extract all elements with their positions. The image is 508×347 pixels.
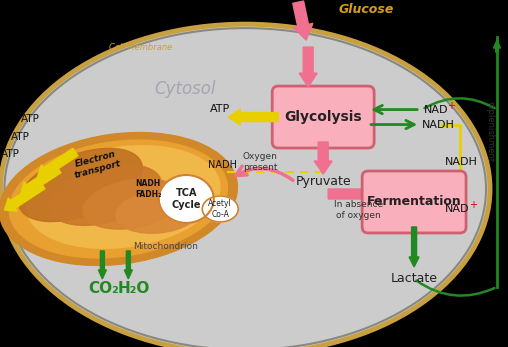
FancyArrow shape xyxy=(228,109,278,125)
Text: +: + xyxy=(447,101,455,111)
Text: NAD: NAD xyxy=(424,104,449,115)
Ellipse shape xyxy=(18,149,142,222)
FancyArrow shape xyxy=(328,185,398,203)
Text: ATP: ATP xyxy=(210,104,231,114)
Ellipse shape xyxy=(116,191,201,233)
FancyArrow shape xyxy=(314,142,332,174)
FancyArrowPatch shape xyxy=(425,98,495,108)
Ellipse shape xyxy=(202,196,238,222)
Text: NAD: NAD xyxy=(445,204,469,214)
Ellipse shape xyxy=(1,24,490,347)
FancyArrow shape xyxy=(38,148,78,178)
Text: NADH: NADH xyxy=(422,120,455,129)
Text: CO₂: CO₂ xyxy=(88,281,119,296)
FancyArrow shape xyxy=(299,47,317,87)
Ellipse shape xyxy=(0,133,237,265)
FancyArrow shape xyxy=(493,40,500,52)
FancyArrowPatch shape xyxy=(236,166,293,180)
Text: Cell Membrane: Cell Membrane xyxy=(109,43,172,52)
Text: NADH
FADH₂: NADH FADH₂ xyxy=(135,179,162,199)
FancyArrow shape xyxy=(432,206,442,212)
FancyArrowPatch shape xyxy=(417,280,494,296)
Text: Pyruvate: Pyruvate xyxy=(295,176,351,188)
Text: Electron
transport: Electron transport xyxy=(71,149,122,180)
Text: ATP: ATP xyxy=(11,132,30,142)
Text: ATP: ATP xyxy=(21,114,40,124)
Text: Glucose: Glucose xyxy=(338,3,394,16)
FancyBboxPatch shape xyxy=(362,171,466,233)
Text: H₂O: H₂O xyxy=(117,281,149,296)
Ellipse shape xyxy=(26,146,220,248)
Text: NADH: NADH xyxy=(445,157,478,167)
Text: ATP: ATP xyxy=(1,149,20,159)
Text: TCA
Cycle: TCA Cycle xyxy=(172,188,201,210)
Text: Lactate: Lactate xyxy=(391,272,437,285)
Text: replenishment: replenishment xyxy=(486,101,494,163)
Text: In absence
of oxygen: In absence of oxygen xyxy=(334,200,383,220)
FancyBboxPatch shape xyxy=(272,86,374,148)
Text: +: + xyxy=(469,200,477,210)
Ellipse shape xyxy=(49,164,162,226)
Ellipse shape xyxy=(9,140,228,258)
Text: Glycolysis: Glycolysis xyxy=(284,110,362,124)
Ellipse shape xyxy=(159,175,214,223)
FancyArrow shape xyxy=(20,165,61,195)
FancyArrow shape xyxy=(99,251,106,279)
FancyArrow shape xyxy=(124,251,133,279)
Text: Cytosol: Cytosol xyxy=(154,80,216,98)
Text: Acetyl
Co-A: Acetyl Co-A xyxy=(208,199,232,219)
FancyArrow shape xyxy=(409,227,419,267)
Text: Oxygen
present: Oxygen present xyxy=(243,152,278,172)
Text: Fermentation: Fermentation xyxy=(367,195,461,209)
Ellipse shape xyxy=(83,179,182,229)
Text: NADH: NADH xyxy=(208,160,237,170)
Text: Mitochondrion: Mitochondrion xyxy=(133,243,198,252)
FancyArrow shape xyxy=(293,1,313,40)
FancyArrow shape xyxy=(5,181,45,211)
